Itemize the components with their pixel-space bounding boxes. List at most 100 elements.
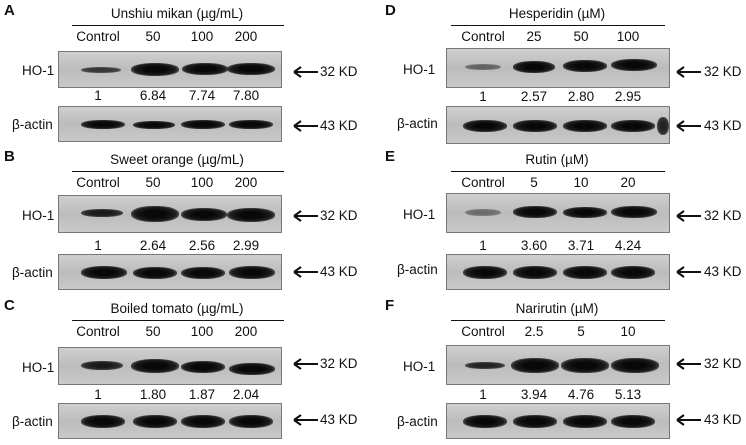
ratio-value: 2.80 [567,89,595,104]
panel-title: Unshiu mikan (µg/mL) [110,6,244,21]
band [563,266,607,279]
band [131,206,179,222]
ho1-label: HO-1 [403,62,436,77]
ratio-value: 3.60 [520,238,548,253]
band [563,120,607,132]
ratio-value: 7.80 [232,88,260,103]
ho1-label: HO-1 [403,207,436,222]
arrow-icon [293,414,318,426]
actin-blot [446,254,670,290]
arrow-icon [676,120,701,132]
panel-d: D Hesperidin (µM) Control 25 50 100 HO-1… [373,2,746,150]
marker-actin: 43 KD [320,118,358,133]
ratio-value: 1 [479,238,487,253]
band [561,358,609,373]
ho1-blot [446,345,670,385]
ratio-value: 4.76 [567,387,595,402]
panel-letter: A [4,2,15,19]
marker-ho1: 32 KD [704,64,742,79]
lane-label: Control [76,175,120,190]
panel-b: B Sweet orange (µg/mL) Control 50 100 20… [0,148,373,296]
ho1-label: HO-1 [22,360,55,375]
band [133,415,177,428]
band [81,209,123,217]
lane-label: 50 [145,175,161,190]
arrow-icon [676,414,701,426]
lane-label: Control [461,29,505,44]
band [81,266,127,279]
lane-label: 100 [190,175,214,190]
lane-label: 50 [145,324,161,339]
arrow-icon [293,266,318,278]
ho1-blot [58,195,282,233]
band [611,206,657,218]
ho1-label: HO-1 [22,208,55,223]
band [131,359,179,373]
band [611,415,655,428]
ratio-value: 4.24 [614,238,642,253]
lane-label: Control [461,175,505,190]
ratio-value: 2.99 [232,238,260,253]
ratio-value: 1 [94,88,102,103]
band [513,120,557,132]
band [513,266,557,279]
panel-f: F Narirutin (µM) Control 2.5 5 10 HO-1 3… [373,297,746,445]
ratio-value: 3.94 [520,387,548,402]
band [181,120,225,129]
band [511,358,559,373]
marker-ho1: 32 KD [704,356,742,371]
lane-label: 200 [234,175,258,190]
actin-blot [58,254,282,290]
ratio-value: 1.80 [139,387,167,402]
marker-ho1: 32 KD [704,208,742,223]
actin-label: β-actin [397,414,438,429]
actin-blot [58,403,282,439]
title-underline [72,320,284,321]
panel-a: A Unshiu mikan (µg/mL) Control 50 100 20… [0,2,373,150]
ho1-blot [446,193,670,233]
band [181,267,225,279]
band [513,206,557,218]
arrow-icon [293,358,318,370]
marker-actin: 43 KD [704,118,742,133]
panel-c: C Boiled tomato (µg/mL) Control 50 100 2… [0,297,373,445]
actin-label: β-actin [12,414,53,429]
band [182,63,228,75]
ratio-value: 2.95 [614,89,642,104]
band [227,208,275,222]
lane-label: 100 [190,29,214,44]
ho1-blot [446,48,670,88]
lane-label: 100 [190,324,214,339]
marker-ho1: 32 KD [320,356,358,371]
ratio-value: 1 [479,387,487,402]
lane-label: Control [76,324,120,339]
lane-label: Control [76,29,120,44]
band [229,266,275,279]
lane-label: 50 [573,29,589,44]
band [81,120,125,129]
ratio-value: 5.13 [614,387,642,402]
band [229,363,275,375]
band [229,415,273,428]
ho1-label: HO-1 [22,63,55,78]
panel-letter: F [385,297,395,314]
band [229,120,273,129]
panel-title: Rutin (µM) [525,152,589,167]
band [181,415,225,428]
band [133,267,177,279]
band [131,63,179,76]
actin-label: β-actin [12,265,53,280]
band [563,207,607,218]
band [465,209,501,216]
ratio-value: 1 [94,238,102,253]
marker-actin: 43 KD [320,264,358,279]
lane-label: 20 [620,175,636,190]
arrow-icon [293,210,318,222]
band [81,361,123,370]
ratio-value: 2.64 [139,238,167,253]
band [513,415,557,428]
arrow-icon [676,358,701,370]
band [611,358,659,373]
band [133,121,175,129]
band [465,64,501,70]
